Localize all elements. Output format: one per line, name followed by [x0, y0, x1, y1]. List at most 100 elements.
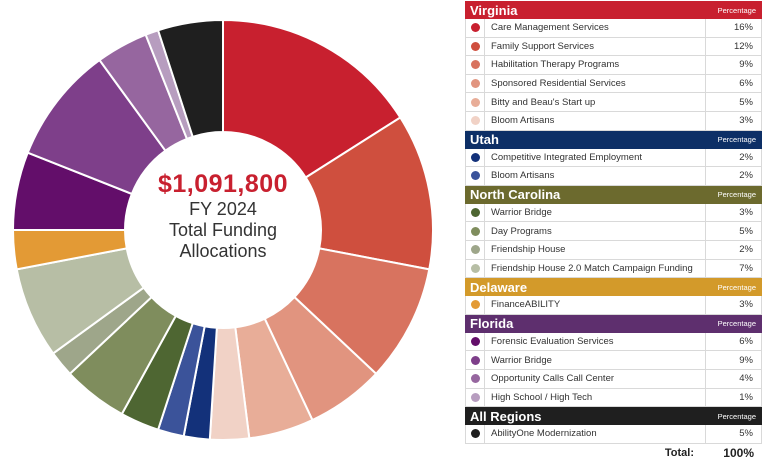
legend-swatch-cell: [465, 203, 485, 222]
region-name: Utah: [470, 132, 499, 148]
legend-item-percentage: 9%: [706, 351, 762, 369]
legend-item-label: Warrior Bridge: [485, 351, 706, 369]
region-name: Virginia: [470, 2, 518, 18]
legend-row: Forensic Evaluation Services 6%: [465, 332, 762, 352]
region-header-virginia: Virginia Percentage: [465, 1, 762, 19]
legend-item-label: Sponsored Residential Services: [485, 74, 706, 93]
legend-item-label: Bitty and Beau's Start up: [485, 93, 706, 111]
legend-item-percentage: 5%: [706, 93, 762, 111]
legend-item-percentage: 2%: [706, 167, 762, 185]
legend-row: Friendship House 2.0 Match Campaign Fund…: [465, 259, 762, 279]
legend-swatch-cell: [465, 111, 485, 130]
legend-item-label: FinanceABILITY: [485, 296, 706, 314]
legend-item-label: AbilityOne Modernization: [485, 425, 706, 443]
legend-color-dot: [470, 392, 480, 402]
legend-swatch-cell: [465, 167, 485, 185]
legend-color-dot: [470, 208, 480, 218]
legend-row: Bloom Artisans 3%: [465, 111, 762, 131]
legend-swatch-cell: [465, 259, 485, 278]
total-row: Total: 100%: [465, 444, 762, 462]
legend-color-dot: [470, 23, 480, 33]
legend-color-dot: [470, 355, 480, 365]
region-name: All Regions: [470, 408, 542, 424]
legend-color-dot: [470, 337, 480, 347]
donut-slice: [156, 18, 224, 139]
legend-item-label: High School / High Tech: [485, 388, 706, 407]
legend-item-percentage: 5%: [706, 222, 762, 240]
legend-item-label: Bloom Artisans: [485, 167, 706, 185]
legend-item-percentage: 3%: [706, 111, 762, 130]
total-label: Total:: [664, 446, 694, 459]
legend-swatch-cell: [465, 37, 485, 56]
legend-item-percentage: 1%: [706, 388, 762, 407]
legend-row: Habilitation Therapy Programs 9%: [465, 56, 762, 75]
legend-color-dot: [470, 245, 480, 255]
percentage-column-header: Percentage: [717, 411, 756, 421]
legend-item-label: Habilitation Therapy Programs: [485, 56, 706, 74]
legend-swatch-cell: [465, 369, 485, 388]
legend-color-dot: [470, 263, 480, 273]
region-name: Delaware: [470, 279, 528, 295]
legend-swatch-cell: [465, 74, 485, 93]
percentage-column-header: Percentage: [717, 319, 756, 329]
legend-item-percentage: 2%: [706, 240, 762, 259]
region-header-florida: Florida Percentage: [465, 314, 762, 333]
center-caption-line-1: Total Funding: [168, 220, 278, 240]
legend-row: Bitty and Beau's Start up 5%: [465, 93, 762, 112]
legend-item-label: Warrior Bridge: [485, 203, 706, 222]
region-header-all-regions: All Regions Percentage: [465, 407, 762, 426]
legend-swatch-cell: [465, 222, 485, 240]
percentage-column-header: Percentage: [717, 190, 756, 200]
legend-row: High School / High Tech 1%: [465, 388, 762, 408]
legend-color-dot: [470, 171, 480, 181]
percentage-column-header: Percentage: [717, 135, 756, 145]
legend-item-percentage: 12%: [706, 37, 762, 56]
funding-legend-table: Virginia Percentage Care Management Servic…: [465, 1, 762, 462]
legend-item-percentage: 16%: [706, 19, 762, 37]
legend-color-dot: [470, 116, 480, 126]
region-name: Florida: [470, 316, 514, 332]
region-header-delaware: Delaware Percentage: [465, 278, 762, 297]
legend-item-label: Friendship House 2.0 Match Campaign Fund…: [485, 259, 706, 278]
legend-item-percentage: 7%: [706, 259, 762, 278]
legend-color-dot: [470, 300, 480, 310]
legend-item-percentage: 4%: [706, 369, 762, 388]
legend-row: Day Programs 5%: [465, 222, 762, 241]
legend-row: FinanceABILITY 3%: [465, 296, 762, 315]
legend-swatch-cell: [465, 93, 485, 111]
legend-color-dot: [470, 60, 480, 70]
legend-swatch-cell: [465, 148, 485, 167]
legend-row: Care Management Services 16%: [465, 19, 762, 38]
legend-item-percentage: 3%: [706, 203, 762, 222]
legend-item-label: Bloom Artisans: [485, 111, 706, 130]
legend-color-dot: [470, 41, 480, 51]
legend-item-percentage: 2%: [706, 148, 762, 167]
region-name: North Carolina: [470, 187, 561, 203]
legend-swatch-cell: [465, 19, 485, 37]
legend-row: Warrior Bridge 9%: [465, 351, 762, 370]
total-funding-amount: $1,091,800: [157, 170, 289, 198]
legend-row: Competitive Integrated Employment 2%: [465, 148, 762, 168]
legend-item-percentage: 6%: [706, 332, 762, 351]
legend-swatch-cell: [465, 240, 485, 259]
legend-item-percentage: 3%: [706, 296, 762, 314]
total-value: 100%: [723, 445, 754, 460]
legend-color-dot: [470, 429, 480, 439]
legend-row: Sponsored Residential Services 6%: [465, 74, 762, 94]
donut-slice: [304, 116, 434, 271]
legend-swatch-cell: [465, 332, 485, 351]
donut-center-label: $1,091,800 FY 2024 Total Funding Allocat…: [108, 170, 338, 262]
legend-color-dot: [470, 79, 480, 89]
legend-color-dot: [470, 97, 480, 107]
legend-item-label: Day Programs: [485, 222, 706, 240]
legend-row: AbilityOne Modernization 5%: [465, 425, 762, 444]
legend-swatch-cell: [465, 351, 485, 369]
legend-swatch-cell: [465, 56, 485, 74]
legend-item-label: Opportunity Calls Call Center: [485, 369, 706, 388]
region-header-utah: Utah Percentage: [465, 130, 762, 149]
legend-row: Warrior Bridge 3%: [465, 203, 762, 223]
legend-item-label: Competitive Integrated Employment: [485, 148, 706, 167]
legend-item-label: Forensic Evaluation Services: [485, 332, 706, 351]
legend-row: Friendship House 2%: [465, 240, 762, 260]
legend-swatch-cell: [465, 425, 485, 443]
